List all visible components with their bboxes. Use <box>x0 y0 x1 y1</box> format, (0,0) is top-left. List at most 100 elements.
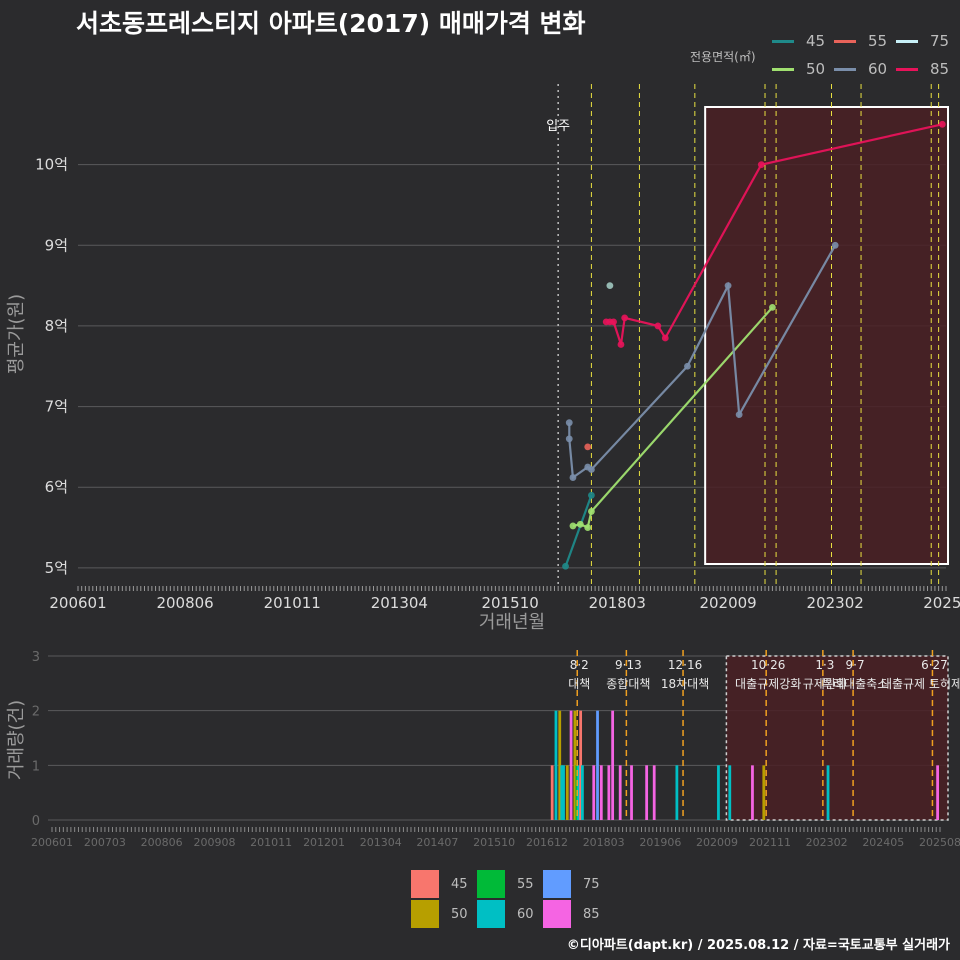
main-x-tick-label: 201510 <box>482 594 539 612</box>
main-x-tick-label: 202009 <box>699 594 756 612</box>
vol-y-tick-label: 0 <box>32 814 40 829</box>
policy-event-label: 종합대책 <box>606 676 650 691</box>
legend-color-swatch <box>477 900 505 928</box>
data-point-55 <box>584 443 592 451</box>
data-point-60 <box>735 411 743 419</box>
highlight-period-box <box>704 106 950 565</box>
volume-bar <box>573 710 577 820</box>
data-point-85 <box>617 341 625 348</box>
policy-event-date: 12·16 <box>668 658 702 672</box>
vol-x-tick-label: 201304 <box>360 836 402 849</box>
policy-event-label: 대출규제 토허제 해제 <box>881 677 960 691</box>
footer-credit: ©디아파트(dapt.kr) / 2025.08.12 / 자료=국토교통부 실… <box>566 938 950 953</box>
legend-color-swatch <box>543 900 571 928</box>
legend-line-swatch <box>834 39 856 43</box>
series-line-45 <box>564 494 593 567</box>
data-point-50 <box>588 508 595 515</box>
volume-bar <box>592 765 596 820</box>
legend-line-swatch <box>896 39 918 43</box>
main-x-tick-label: 2025 <box>923 594 960 612</box>
legend-label: 60 <box>517 906 534 922</box>
data-point-60 <box>569 474 577 481</box>
legend-label: 45 <box>451 876 468 892</box>
main-y-tick-label: 5억 <box>45 559 68 577</box>
legend-line-swatch <box>896 67 918 71</box>
bottom-legend-item: 50 <box>411 900 468 928</box>
legend-line-swatch <box>772 67 794 71</box>
legend-color-swatch <box>477 870 505 898</box>
legend-label: 60 <box>868 60 888 78</box>
move-in-annotation: 입주 <box>546 119 570 134</box>
data-point-60 <box>724 282 732 290</box>
data-point-75 <box>606 282 614 290</box>
main-x-tick-label: 200806 <box>156 594 213 612</box>
data-point-50 <box>584 524 592 531</box>
bottom-legend-item: 85 <box>543 900 600 928</box>
data-point-85 <box>654 322 662 330</box>
top-legend-title: 전용면적(㎡) <box>690 50 756 64</box>
legend-label: 50 <box>451 906 468 922</box>
volume-bar <box>560 765 564 820</box>
top-legend-item: 50 <box>772 58 825 80</box>
vol-x-tick-label: 201510 <box>473 836 515 849</box>
data-point-85 <box>610 318 617 326</box>
data-point-60 <box>588 466 595 473</box>
policy-event-date: 1·3 <box>815 658 834 672</box>
vol-x-tick-label: 202111 <box>749 836 791 849</box>
vol-x-tick-label: 202405 <box>862 836 904 849</box>
main-y-axis-title: 평균가(원) <box>6 294 27 374</box>
vol-y-axis-title: 거래량(건) <box>6 700 27 780</box>
vol-x-tick-label: 201011 <box>250 836 292 849</box>
legend-label: 85 <box>583 906 600 922</box>
volume-bar <box>565 765 569 820</box>
main-y-tick-label: 9억 <box>45 236 68 254</box>
volume-bar <box>728 765 732 820</box>
data-point-50 <box>769 303 776 311</box>
data-point-85 <box>757 161 765 169</box>
main-y-tick-label: 8억 <box>45 317 68 335</box>
top-legend-item: 75 <box>896 30 949 52</box>
volume-bar <box>826 765 830 820</box>
vol-x-tick-label: 201803 <box>583 836 625 849</box>
bottom-legend: 45 55 75 50 60 85 <box>411 870 611 930</box>
legend-label: 55 <box>868 32 888 50</box>
data-point-60 <box>565 419 573 427</box>
volume-bar <box>762 765 766 820</box>
legend-color-swatch <box>411 870 439 898</box>
policy-event-label: 18차대책 <box>661 676 709 691</box>
volume-bar <box>554 710 558 820</box>
data-point-60 <box>831 241 839 249</box>
data-point-85 <box>661 334 669 342</box>
main-x-tick-label: 201011 <box>264 594 321 612</box>
policy-event-date: 9·13 <box>615 658 642 672</box>
policy-event-date: 10·26 <box>751 658 785 672</box>
bottom-legend-item: 45 <box>411 870 468 898</box>
legend-label: 45 <box>806 32 826 50</box>
volume-bar <box>611 710 615 820</box>
volume-bar <box>607 765 611 820</box>
top-legend-item: 85 <box>896 58 949 80</box>
policy-event-label: 대책 <box>568 676 590 691</box>
legend-label: 75 <box>930 32 950 50</box>
data-point-85 <box>621 314 629 322</box>
legend-color-swatch <box>543 870 571 898</box>
data-point-85 <box>938 120 946 128</box>
policy-event-label: 특례대출축소 <box>822 677 888 691</box>
policy-event-date: 6·27 <box>921 658 948 672</box>
volume-bar <box>675 765 679 820</box>
top-legend-item: 60 <box>834 58 887 80</box>
main-x-axis-title: 거래년월 <box>479 612 545 633</box>
vol-x-tick-label: 200601 <box>31 836 73 849</box>
volume-bar <box>630 765 633 820</box>
volume-bar <box>751 765 754 820</box>
main-y-tick-label: 10억 <box>35 156 68 174</box>
vol-y-tick-label: 1 <box>32 759 40 774</box>
legend-label: 50 <box>806 60 826 78</box>
chart-title: 서초동프레스티지 아파트(2017) 매매가격 변화 <box>76 9 586 38</box>
top-legend-item: 45 <box>772 30 825 52</box>
policy-event-date: 9·7 <box>846 658 865 672</box>
main-y-tick-label: 7억 <box>45 398 68 416</box>
vol-x-tick-label: 202009 <box>696 836 738 849</box>
main-x-tick-label: 201803 <box>589 594 646 612</box>
